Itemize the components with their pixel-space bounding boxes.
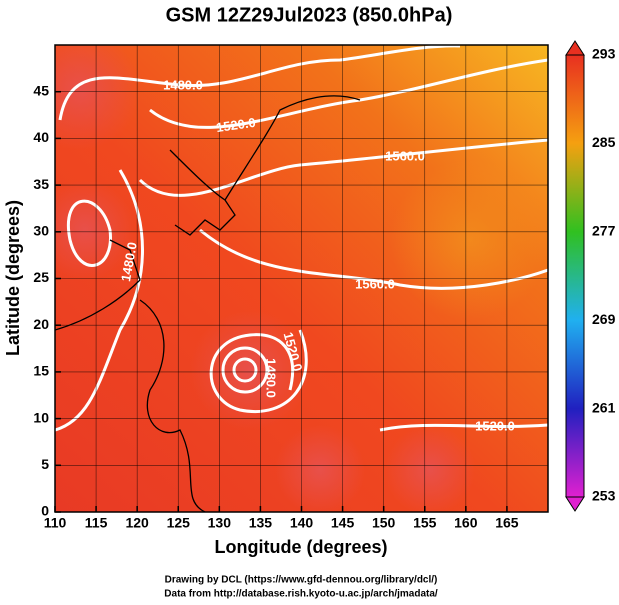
y-tick-label: 20	[33, 316, 49, 332]
y-tick-label: 0	[41, 503, 49, 519]
x-tick-label: 130	[208, 515, 232, 531]
footer: Data from http://database.rish.kyoto-u.a…	[164, 589, 438, 600]
x-tick-label: 110	[44, 515, 67, 531]
colorbar-tick-label: 293	[592, 46, 616, 62]
x-tick-label: 140	[290, 515, 314, 531]
contour-label: 1520.0	[475, 418, 515, 433]
x-tick-label: 165	[495, 515, 519, 531]
x-tick-label: 150	[372, 515, 396, 531]
x-tick-label: 145	[331, 515, 355, 531]
plot-frame	[54, 44, 549, 513]
colorbar-cap	[565, 40, 585, 56]
contour-label: 1560.0	[355, 276, 395, 291]
x-tick-label: 125	[167, 515, 191, 531]
contour-label: 1560.0	[385, 148, 425, 163]
y-tick-label: 15	[33, 363, 49, 379]
field	[55, 45, 548, 512]
colorbar-tick-label: 269	[592, 311, 616, 327]
y-tick-label: 5	[41, 456, 49, 472]
colorbar-tick-label: 285	[592, 134, 616, 150]
y-tick-label: 40	[33, 129, 49, 145]
y-tick-label: 45	[33, 82, 49, 98]
x-tick-label: 115	[85, 515, 108, 531]
footer: Drawing by DCL (https://www.gfd-dennou.o…	[165, 575, 438, 586]
contour-label: 1480.0	[264, 358, 279, 398]
x-tick-label: 135	[249, 515, 273, 531]
y-tick-label: 10	[33, 409, 49, 425]
contour-labels: 1480.0 1520.0 1560.0 1560.0 1520.0 1480.…	[118, 77, 515, 433]
x-tick-label: 160	[454, 515, 478, 531]
y-axis-label: Latitude (degrees)	[3, 200, 23, 356]
contour-label: 1480.0	[118, 241, 140, 283]
colorbar-cap	[565, 496, 585, 512]
colorbar-tick-label: 253	[592, 488, 616, 504]
chart-title: GSM 12Z29Jul2023 (850.0hPa)	[166, 4, 453, 26]
y-tick-label: 30	[33, 223, 49, 239]
x-tick-label: 155	[413, 515, 437, 531]
x-axis-label: Longitude (degrees)	[214, 537, 387, 557]
colorbar-tick-label: 261	[592, 399, 616, 415]
colorbar-tick-label: 277	[592, 223, 616, 239]
y-tick-label: 25	[33, 269, 49, 285]
y-tick-label: 35	[33, 176, 49, 192]
contour-label: 1480.0	[163, 77, 203, 92]
contour-label: 1520.0	[215, 115, 256, 135]
x-tick-label: 120	[125, 515, 149, 531]
colorbar	[565, 54, 585, 498]
